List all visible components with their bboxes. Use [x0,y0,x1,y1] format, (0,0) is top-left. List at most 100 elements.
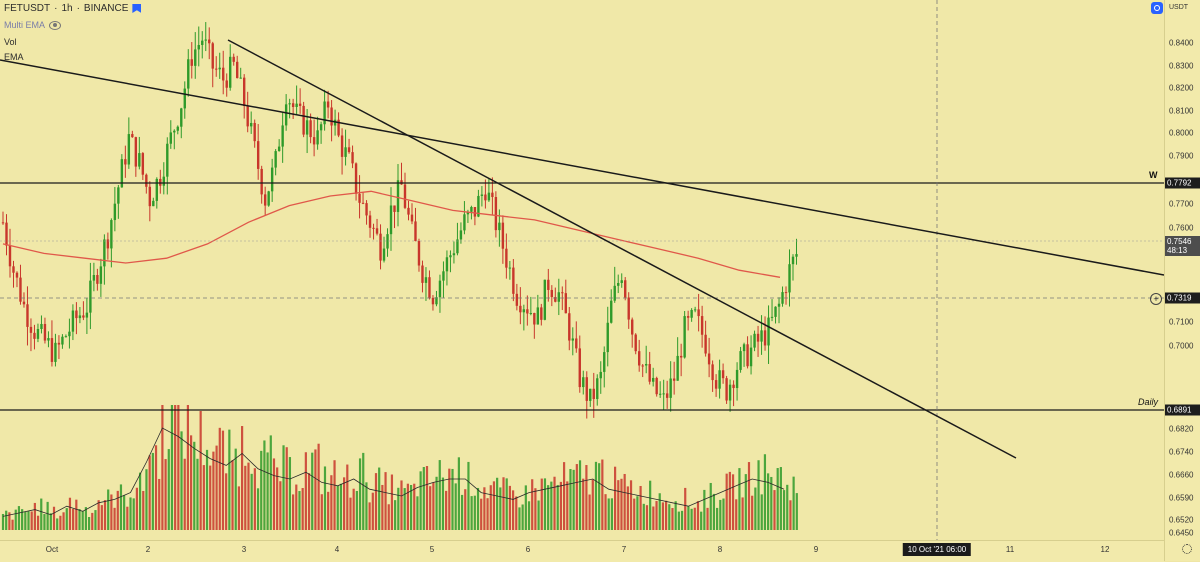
candle-bull [274,151,277,168]
candle-bull [155,178,159,201]
candle-bear [700,316,704,335]
volume-bar [655,501,658,530]
ema2-legend[interactable]: EMA [4,52,24,62]
volume-bar [119,484,123,530]
volume-bar [362,452,365,530]
volume-legend[interactable]: Vol [4,37,17,47]
volume-bar [161,405,164,530]
candle-bear [491,192,494,198]
candle-bear [5,222,8,246]
volume-bar [537,500,540,530]
volume-bar [422,467,425,530]
candle-bull [138,153,141,167]
candle-bull [589,388,592,401]
volume-bar [212,451,215,530]
candle-bull [557,292,561,302]
candle-bear [354,163,358,194]
candle-bull [749,347,753,367]
last-price-value: 0.7546 [1167,237,1192,246]
candle-bull [281,125,284,147]
candle-bull [522,309,526,313]
volume-bar [629,480,633,530]
volume-bar [515,496,518,530]
candle-bear [15,272,19,278]
volume-bar [189,435,193,530]
candle-bull [239,77,242,79]
candle-bear [236,61,239,79]
candle-bear [141,153,145,175]
add-alert-plus-icon[interactable]: + [1150,293,1162,305]
volume-bar [5,510,8,530]
candle-bull [166,143,169,177]
volume-bar [138,472,142,530]
volume-bar [687,506,690,530]
volume-bar [582,478,585,530]
volume-bar [17,506,21,530]
candle-bull [536,307,540,325]
volume-bar [91,512,94,530]
time-tick-label: 11 [1005,545,1015,554]
volume-bar [553,476,556,530]
candle-bull [438,280,442,298]
candle-bear [494,197,498,231]
volume-bar [218,427,221,530]
volume-bar [464,489,467,530]
last-price-tag: 0.7546 48:13 [1165,236,1200,256]
volume-bar [518,507,521,530]
volume-bar [142,490,145,530]
volume-bar [649,480,652,530]
candle-bear [410,214,414,222]
candle-bull [477,195,480,217]
volume-bar [84,507,87,530]
candle-bear [365,203,368,216]
auto-scale-icon[interactable] [1151,2,1163,14]
price-tick-label: 0.7100 [1169,317,1194,327]
candle-bear [19,277,22,302]
candle-bear [330,107,333,126]
volume-bar [725,473,728,530]
volume-bar [199,411,202,530]
volume-bar [301,488,304,530]
price-tick-label: 0.7000 [1169,341,1194,351]
volume-bar [68,497,72,530]
candle-bull [693,309,697,311]
volume-bar [323,466,327,530]
price-axis[interactable]: USDT 0.8400 0.8300 0.8200 0.8100 0.8000 0.790… [1164,0,1200,561]
candle-bear [711,364,714,381]
candle-bear [50,338,54,362]
volume-bar [562,462,566,530]
time-axis[interactable]: Oct 2 3 4 5 6 7 8 9 11 12 10 Oct '21 06:00 [0,540,1164,562]
candle-bull [85,312,89,318]
candle-bear [407,207,410,215]
candle-bull [267,191,270,206]
volume-bar [419,471,422,530]
candle-bull [774,306,777,317]
chart-plot-area[interactable]: FETUSDT · 1h · BINANCE Multi EMA Vol EMA… [0,0,1164,540]
candle-bull [194,49,197,66]
volume-bar [492,481,496,530]
flag-icon[interactable] [132,4,142,13]
eye-icon[interactable] [49,20,62,30]
candle-bull [452,253,456,256]
ema-legend[interactable]: Multi EMA [4,20,62,30]
volume-bar [668,504,671,530]
symbol-legend[interactable]: FETUSDT · 1h · BINANCE [4,3,142,14]
trendline-short [227,39,1017,459]
volume-bar [339,483,343,530]
volume-bar [776,468,779,530]
candle-bull [270,167,274,192]
price-chart-svg[interactable] [0,0,1164,540]
candle-bull [610,300,613,323]
volume-bar [317,443,320,530]
candle-bear [526,309,529,314]
volume-bar [505,478,508,530]
gear-icon[interactable] [1182,544,1192,554]
volume-bar [674,501,677,530]
volume-bar [40,498,43,530]
candle-bear [414,221,417,242]
price-tick-label: 0.6450 [1169,528,1194,538]
candle-bull [582,377,585,388]
volume-bar [658,493,661,530]
candle-bear [312,137,316,145]
candle-bull [319,124,323,131]
